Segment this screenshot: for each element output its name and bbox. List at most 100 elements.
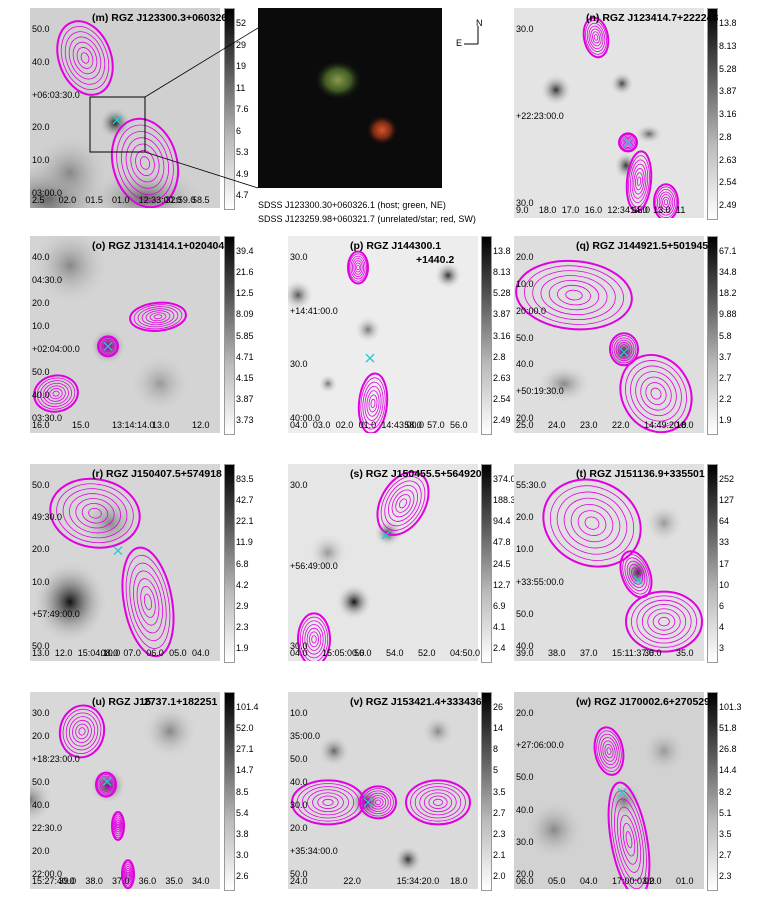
y-tick-label: 10.0 xyxy=(516,544,534,555)
x-tick-label: 18.0 xyxy=(538,205,557,215)
colorbar-tick: 14.7 xyxy=(236,765,254,776)
colorbar-tick: 5 xyxy=(493,765,499,776)
x-tick-label: 04.0 xyxy=(580,876,598,886)
colorbar-tick: 2.7 xyxy=(719,849,732,860)
y-tick-label: 50.0 xyxy=(32,641,50,651)
optical-source xyxy=(524,799,584,860)
optical-source xyxy=(540,73,572,106)
panel-o-title: (o) RGZ J131414.1+020404 xyxy=(92,240,225,252)
host-position-marker xyxy=(365,353,375,363)
x-tick-label: 32:59.0 xyxy=(165,195,196,205)
colorbar-tick: 8 xyxy=(493,744,499,755)
y-tick-label: 22:30.0 xyxy=(32,823,63,833)
optical-source xyxy=(635,124,663,144)
radio-contours xyxy=(582,16,610,59)
x-tick-label: 25.0 xyxy=(516,420,534,430)
y-tick-label: 30.0 xyxy=(290,359,308,370)
radio-contours xyxy=(515,259,633,331)
panel-o-colorbar xyxy=(224,236,235,435)
y-tick-label: 40.0 xyxy=(32,56,50,67)
x-tick-label: 14:49:20.0 xyxy=(644,420,687,430)
colorbar-tick: 5.28 xyxy=(493,288,511,299)
panel-u-colorbar xyxy=(224,692,235,891)
x-tick-label: 37.0 xyxy=(580,648,598,658)
colorbar-tick: 17 xyxy=(719,558,730,569)
y-tick-label: 20.0 xyxy=(516,708,534,718)
x-tick-label: 38.0 xyxy=(548,648,566,658)
x-tick-label: 14:43:00.0 xyxy=(381,420,424,430)
optical-source xyxy=(288,279,314,312)
colorbar-tick: 12.5 xyxy=(236,288,254,299)
x-tick-label: 56.0 xyxy=(354,648,372,658)
y-tick-label: +27:06:00.0 xyxy=(516,740,564,751)
radio-contours xyxy=(653,183,679,218)
panel-m-image xyxy=(30,8,220,208)
y-tick-label: 40.0 xyxy=(290,777,308,787)
colorbar-tick: 13.8 xyxy=(493,246,511,256)
inset-caption-host: SDSS J123300.30+060326.1 (host; green, N… xyxy=(258,200,446,210)
radio-contours xyxy=(357,372,389,433)
x-tick-label: 06.0 xyxy=(516,876,534,886)
colorbar-tick: 3.16 xyxy=(493,330,511,341)
y-tick-label: 50.0 xyxy=(516,332,534,343)
x-tick-label: 15:34:20.0 xyxy=(396,876,440,886)
radio-contours xyxy=(56,20,114,96)
x-tick-label: 54.0 xyxy=(386,648,404,658)
x-tick-label: 12.0 xyxy=(192,420,210,430)
x-tick-label: 15.0 xyxy=(72,420,90,430)
x-tick-label: 03.0 xyxy=(312,420,331,430)
y-tick-label: 22:00.0 xyxy=(32,869,63,879)
x-tick-label: 17:00:03.0 xyxy=(612,876,655,886)
y-tick-label: 20.0 xyxy=(32,846,50,856)
panel-s-title: (s) RGZ J150455.5+564920 xyxy=(350,468,482,480)
colorbar-tick: 27.1 xyxy=(236,744,254,755)
panel-r-title: (r) RGZ J150407.5+574918 xyxy=(92,468,222,480)
unrelated-star xyxy=(366,115,398,145)
radio-contours xyxy=(291,779,365,826)
x-tick-label: 08.0 xyxy=(100,648,119,658)
panel-m-colorbar xyxy=(224,8,235,210)
panel-m-title: (m) RGZ J123300.3+060326 xyxy=(92,12,228,24)
optical-source xyxy=(30,236,110,306)
x-tick-label: 2.5 xyxy=(32,195,45,205)
x-tick-label: 04.0 xyxy=(192,648,210,658)
colorbar-tick: 2.3 xyxy=(236,621,249,632)
panel-u-image xyxy=(30,692,220,889)
colorbar-tick: 3.7 xyxy=(719,351,732,362)
panel-w-image xyxy=(514,692,704,889)
optical-source xyxy=(394,845,422,874)
panel-p-title-suffix: +1440.2 xyxy=(416,254,455,266)
optical-source xyxy=(536,363,592,404)
y-tick-label: 35:00.0 xyxy=(290,731,321,741)
x-tick-label: 01.5 xyxy=(85,195,103,205)
host-position-marker xyxy=(633,575,643,585)
y-tick-label: +57:49:00.0 xyxy=(32,608,80,619)
colorbar-tick: 10 xyxy=(719,579,730,590)
y-tick-label: 50.0 xyxy=(32,24,50,34)
radio-contours xyxy=(97,335,119,358)
y-tick-label: 30.0 xyxy=(32,708,50,718)
x-tick-label: 16.0 xyxy=(32,420,50,430)
host-position-marker xyxy=(103,341,113,351)
panel-o-image xyxy=(30,236,220,433)
colorbar-tick: 2.0 xyxy=(493,871,506,881)
optical-source xyxy=(318,735,350,768)
inset-caption-star: SDSS J123259.98+060321.7 (unrelated/star… xyxy=(258,214,476,224)
colorbar-tick: 12.7 xyxy=(493,579,511,590)
colorbar-tick: 11.9 xyxy=(236,537,253,548)
optical-source xyxy=(354,315,382,344)
colorbar-tick: 5.1 xyxy=(719,807,732,818)
colorbar-tick: 1.9 xyxy=(719,415,732,425)
colorbar-tick: 1.9 xyxy=(236,643,249,653)
compass-east: E xyxy=(456,38,463,48)
x-tick-label: 17.0 xyxy=(561,205,580,215)
panel-n-image xyxy=(514,8,704,218)
colorbar-tick: 252 xyxy=(719,474,735,484)
radio-contours xyxy=(625,590,703,653)
x-tick-label: 02.0 xyxy=(644,876,662,886)
y-tick-label: 20.0 xyxy=(290,823,308,833)
colorbar-tick: 2.49 xyxy=(719,200,737,210)
radio-contours xyxy=(609,332,639,367)
colorbar-tick: 2.3 xyxy=(493,828,506,839)
panel-s-colorbar xyxy=(481,464,492,663)
